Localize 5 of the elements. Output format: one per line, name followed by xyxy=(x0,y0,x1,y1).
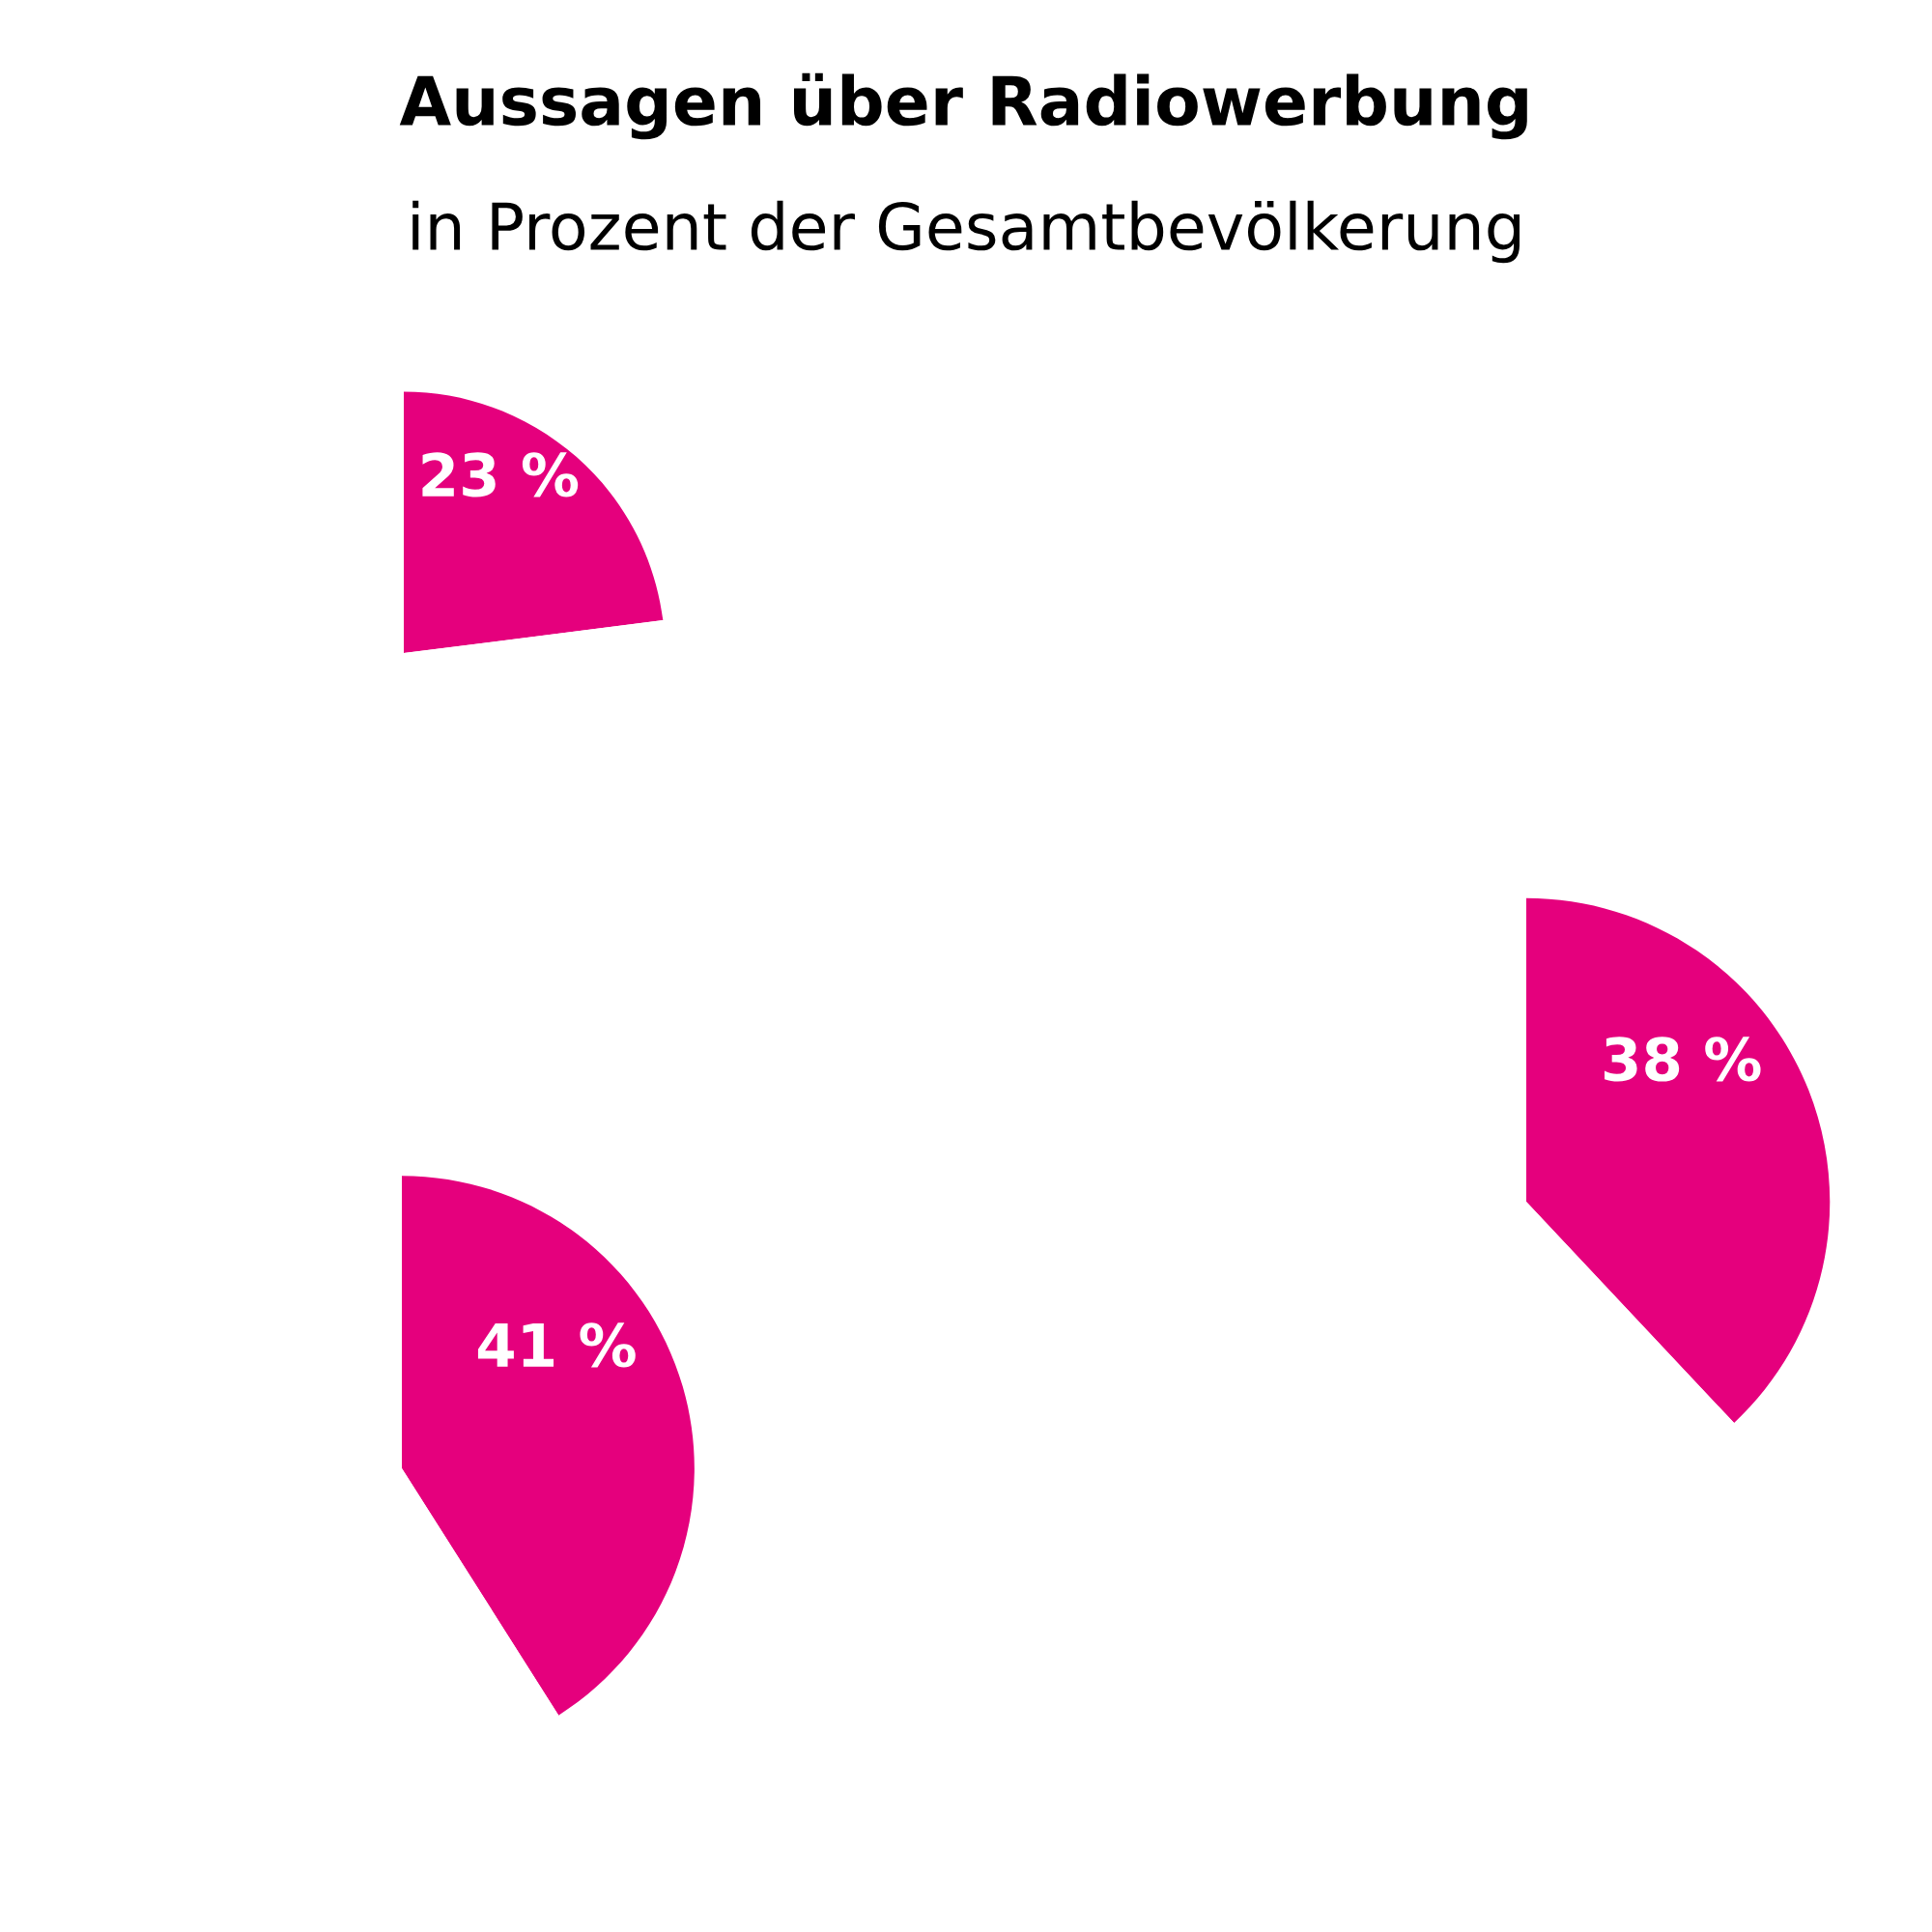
text: in Prozent der Gesamtbevölkerung xyxy=(412,200,1520,264)
data-label: 38 % xyxy=(1605,1037,1761,1082)
data-label: 41 % xyxy=(477,1322,636,1368)
data-label: 23 % xyxy=(422,452,579,497)
text: Aussagen über Radiowerbung xyxy=(399,72,1527,140)
